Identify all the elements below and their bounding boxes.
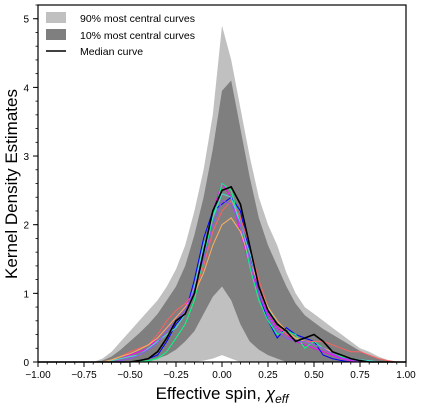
- x-tick-label: −0.50: [117, 370, 143, 381]
- y-tick-label: 5: [23, 15, 29, 26]
- legend-label-10: 10% most central curves: [80, 30, 195, 42]
- sample-curve-7: [38, 200, 406, 363]
- y-tick-label: 3: [23, 152, 29, 163]
- x-tick-label: −0.75: [71, 370, 97, 381]
- x-tick-label: −0.25: [163, 370, 189, 381]
- y-tick-label: 0: [23, 358, 29, 369]
- legend-label-median: Median curve: [80, 46, 143, 58]
- x-tick-label: 0.25: [258, 370, 278, 381]
- x-tick-label: 0.75: [350, 370, 370, 381]
- y-axis-ticks: 0 1 2 3 4 5: [23, 4, 38, 369]
- median-curve: [38, 185, 406, 363]
- legend-label-90: 90% most central curves: [80, 13, 195, 25]
- x-axis-ticks: −1.00 −0.75 −0.50 −0.25 0.00 0.25 0.50 0.75 1.00: [25, 362, 416, 381]
- y-axis-label: Kernel Density Estimates: [2, 89, 21, 279]
- y-tick-label: 1: [23, 289, 29, 300]
- legend-swatch-10: [46, 29, 66, 40]
- x-tick-label: 0.50: [304, 370, 324, 381]
- sample-curve-4: [38, 199, 406, 363]
- x-tick-label: −1.00: [25, 370, 51, 381]
- legend: 90% most central curves 10% most central…: [46, 12, 195, 58]
- band-10-percent: [38, 80, 406, 362]
- sample-curve-1: [38, 182, 406, 363]
- y-tick-label: 4: [23, 83, 29, 94]
- median-curve-group: [38, 185, 406, 363]
- x-tick-label: 0.00: [212, 370, 232, 381]
- y-tick-label: 2: [23, 221, 29, 232]
- x-axis-label: Effective spin, χeff: [156, 384, 291, 406]
- legend-swatch-90: [46, 12, 66, 23]
- x-tick-label: 1.00: [396, 370, 416, 381]
